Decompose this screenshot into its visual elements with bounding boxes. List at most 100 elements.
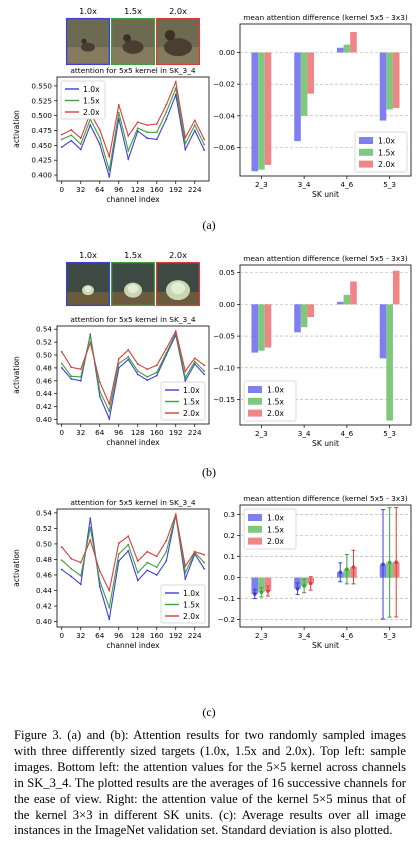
p0-xtick-label: 192 — [169, 185, 183, 194]
p1-ytick-label: 0.52 — [36, 338, 52, 347]
p0-data-point — [203, 138, 206, 141]
p2-series-line-2.0x — [61, 512, 205, 593]
p1-data-point — [165, 347, 168, 350]
p2-ytick-label: 0.42 — [36, 602, 52, 611]
p1-data-point — [193, 360, 196, 363]
p0-data-point — [108, 175, 111, 178]
q2-mean-point — [338, 570, 343, 575]
p2-data-point — [136, 560, 139, 562]
p2-data-point — [70, 557, 73, 560]
q2-title: mean attention difference (kernel 5x5 - … — [243, 494, 408, 503]
p2-data-point — [203, 567, 206, 570]
p0-data-point — [79, 143, 82, 146]
p0-data-point — [193, 119, 196, 122]
p1-data-point — [136, 363, 139, 365]
q1-bar — [294, 304, 301, 333]
q0-legend-label: 2.0x — [378, 160, 395, 169]
p0-ytick-label: 0.450 — [31, 141, 52, 150]
p0-ytick-label: 0.425 — [31, 156, 52, 165]
p0-xtick-label: 96 — [114, 185, 124, 194]
p1-data-point — [174, 330, 177, 333]
q1-title: mean attention difference (kernel 5x5 - … — [243, 254, 408, 263]
p2-xtick-label: 160 — [150, 631, 164, 640]
q0-ytick-label: −0.02 — [213, 80, 235, 89]
p0-data-point — [155, 138, 158, 141]
p0-data-point — [165, 104, 168, 106]
p2-xtick-label: 96 — [114, 631, 124, 640]
p0-data-point — [184, 136, 187, 139]
q0-bar — [343, 44, 351, 53]
p0-data-point — [203, 149, 206, 151]
p2-data-point — [155, 555, 158, 558]
p0-image-frame — [65, 17, 111, 66]
p2-data-point — [108, 618, 111, 621]
q2-mean-point — [252, 592, 257, 596]
q2-ytick-label: 0.0 — [224, 573, 236, 582]
p1-data-point — [108, 403, 111, 405]
p2-data-point — [155, 566, 158, 569]
p0-sample-image — [155, 17, 201, 66]
p0-image-label: 1.5x — [124, 6, 142, 16]
q2-xlabel: SK unit — [312, 641, 339, 650]
p0-image-duck-head — [123, 34, 131, 43]
q0-xtick-label: 3_4 — [298, 180, 311, 189]
p1-xtick-label: 224 — [188, 428, 202, 437]
p1-ytick-label: 0.40 — [36, 415, 52, 424]
p2-ytick-label: 0.48 — [36, 555, 52, 564]
q2-mean-point — [308, 581, 313, 586]
p2-data-point — [146, 550, 149, 553]
p0-sample-image — [110, 17, 156, 66]
p0-data-point — [60, 138, 63, 141]
q1-xtick-label: 3_4 — [298, 429, 311, 438]
q0-ytick-label: −0.06 — [213, 143, 235, 152]
p0-data-point — [193, 129, 196, 132]
p0-data-point — [70, 139, 73, 142]
p1-xtick-label: 128 — [131, 428, 145, 437]
q2-mean-point — [387, 560, 392, 565]
p0-image-duck-body — [81, 42, 95, 52]
q0-bar — [392, 52, 400, 108]
p0-sample-image — [65, 17, 111, 66]
p1-data-point — [203, 370, 206, 373]
q1-legend-label: 1.5x — [267, 397, 284, 406]
p1-xtick-label: 160 — [150, 428, 164, 437]
p2-data-point — [174, 513, 177, 516]
p2-data-point — [70, 567, 73, 570]
p1-ylabel: activation — [12, 356, 21, 394]
p0-title: attention for 5x5 kernel in SK_3_4 — [70, 66, 196, 75]
p1-data-point — [203, 373, 206, 376]
p2-data-point — [184, 571, 187, 574]
p0-data-point — [108, 169, 111, 172]
p2-data-point — [184, 565, 187, 568]
p1-xtick-label: 96 — [114, 428, 124, 437]
p0-data-point — [146, 137, 149, 140]
p0-data-point — [203, 143, 206, 146]
q1-xlabel: SK unit — [312, 439, 339, 448]
p0-data-point — [127, 134, 130, 137]
p1-data-point — [70, 375, 73, 378]
q1-xtick-label: 4_6 — [341, 429, 354, 438]
p1-data-point — [70, 377, 73, 380]
p0-data-point — [146, 124, 149, 127]
p2-xtick-label: 64 — [95, 631, 105, 640]
p0-xtick-label: 0 — [59, 185, 64, 194]
p2-legend-label: 1.5x — [183, 601, 200, 610]
p1-data-point — [108, 417, 111, 420]
q2-xtick-label: 4_6 — [341, 631, 354, 640]
q0-legend-swatch — [359, 148, 373, 156]
p1-xtick-label: 32 — [76, 428, 85, 437]
q2-legend-swatch — [248, 537, 262, 545]
q2-xtick-label: 5_3 — [383, 631, 396, 640]
p2-data-point — [60, 568, 63, 571]
p0-data-point — [165, 118, 168, 121]
p0-legend-label: 1.5x — [83, 97, 100, 106]
q0-xtick-label: 5_3 — [383, 180, 396, 189]
q2-ytick-label: 0.1 — [224, 552, 235, 561]
q1-bar — [343, 294, 351, 305]
panel-label-a: (a) — [202, 218, 216, 232]
q0-bar — [336, 47, 344, 53]
q2-ytick-label: 0.3 — [224, 510, 235, 519]
p1-ytick-label: 0.44 — [36, 389, 52, 398]
p1-data-point — [146, 368, 149, 371]
p2-data-point — [136, 579, 139, 582]
